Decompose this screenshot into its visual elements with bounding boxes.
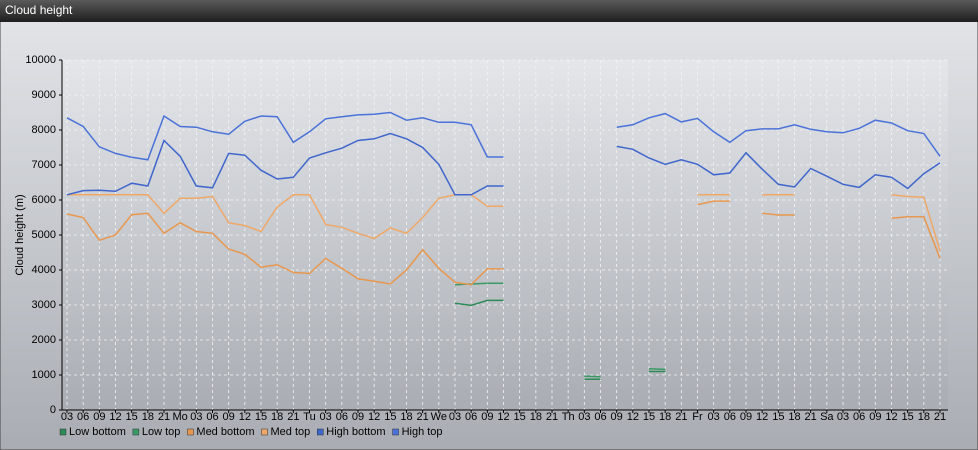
series-line [66, 111, 941, 161]
x-tick-label: 06 [853, 411, 865, 423]
x-tick-label: We [431, 411, 447, 423]
x-tick-label: 15 [514, 411, 526, 423]
x-tick-label: 15 [772, 411, 784, 423]
legend-label: Low top [142, 426, 181, 438]
series-line [454, 282, 666, 378]
x-tick-label: 18 [530, 411, 542, 423]
x-tick-label: 12 [885, 411, 897, 423]
x-tick-label: 18 [400, 411, 412, 423]
x-tick-label: 03 [61, 411, 73, 423]
legend-label: High top [402, 426, 443, 438]
x-tick-label: 21 [158, 411, 170, 423]
x-tick-label: 06 [465, 411, 477, 423]
x-tick-label: 06 [724, 411, 736, 423]
x-tick-label: Fr [692, 411, 703, 423]
x-tick-label: 09 [611, 411, 623, 423]
x-tick-label: Th [562, 411, 575, 423]
x-tick-label: 15 [643, 411, 655, 423]
y-axis-label: Cloud height (m) [14, 194, 26, 275]
y-tick-label: 4000 [32, 264, 56, 276]
x-tick-label: 21 [805, 411, 817, 423]
chart-title: Cloud height [5, 3, 73, 17]
legend-label: Low bottom [69, 426, 126, 438]
series-line [454, 299, 666, 380]
x-tick-label: 21 [417, 411, 429, 423]
y-tick-label: 2000 [32, 334, 56, 346]
y-tick-label: 0 [50, 404, 56, 416]
x-tick-label: 03 [837, 411, 849, 423]
y-tick-label: 7000 [32, 159, 56, 171]
y-tick-label: 6000 [32, 194, 56, 206]
x-tick-label: Mo [173, 411, 188, 423]
x-tick-label: Tu [303, 411, 315, 423]
x-tick-label: 21 [287, 411, 299, 423]
x-tick-label: 12 [109, 411, 121, 423]
x-tick-label: 18 [271, 411, 283, 423]
x-tick-label: 15 [384, 411, 396, 423]
x-tick-label: 09 [352, 411, 364, 423]
x-tick-label: 03 [578, 411, 590, 423]
legend-swatch [59, 428, 67, 436]
x-tick-label: 18 [659, 411, 671, 423]
series-line [67, 194, 941, 252]
x-tick-label: 03 [190, 411, 202, 423]
x-tick-label: 06 [336, 411, 348, 423]
x-tick-label: 21 [546, 411, 558, 423]
series-line [66, 200, 941, 286]
x-tick-label: Sa [820, 411, 834, 423]
x-tick-label: 15 [255, 411, 267, 423]
x-tick-label: 12 [368, 411, 380, 423]
x-tick-label: 03 [449, 411, 461, 423]
x-tick-label: 12 [239, 411, 251, 423]
legend-swatch [132, 428, 140, 436]
title-bar [0, 0, 978, 22]
y-tick-label: 5000 [32, 229, 56, 241]
x-tick-label: 12 [756, 411, 768, 423]
x-tick-label: 09 [223, 411, 235, 423]
x-tick-label: 09 [740, 411, 752, 423]
x-tick-label: 03 [708, 411, 720, 423]
x-tick-label: 15 [126, 411, 138, 423]
legend-swatch [317, 428, 324, 436]
y-tick-label: 8000 [32, 124, 56, 136]
x-tick-label: 06 [594, 411, 606, 423]
x-tick-label: 15 [902, 411, 914, 423]
y-tick-label: 1000 [32, 369, 56, 381]
legend-label: Med bottom [196, 426, 254, 438]
x-tick-label: 21 [675, 411, 687, 423]
x-tick-label: 12 [497, 411, 509, 423]
y-tick-label: 3000 [32, 299, 56, 311]
legend-swatch [392, 428, 399, 436]
y-tick-label: 10000 [25, 54, 56, 66]
legend-label: Med top [271, 426, 311, 438]
x-tick-label: 21 [934, 411, 946, 423]
legend-swatch [261, 428, 268, 436]
series-line [66, 132, 941, 196]
x-tick-label: 06 [206, 411, 218, 423]
x-tick-label: 09 [869, 411, 881, 423]
x-tick-label: 09 [93, 411, 105, 423]
x-tick-label: 03 [320, 411, 332, 423]
y-tick-label: 9000 [32, 89, 56, 101]
x-tick-label: 09 [481, 411, 493, 423]
x-tick-label: 12 [627, 411, 639, 423]
x-tick-label: 18 [142, 411, 154, 423]
x-tick-label: 18 [918, 411, 930, 423]
x-tick-label: 06 [77, 411, 89, 423]
x-tick-label: 18 [788, 411, 800, 423]
legend-swatch [187, 428, 194, 436]
legend-label: High bottom [326, 426, 385, 438]
